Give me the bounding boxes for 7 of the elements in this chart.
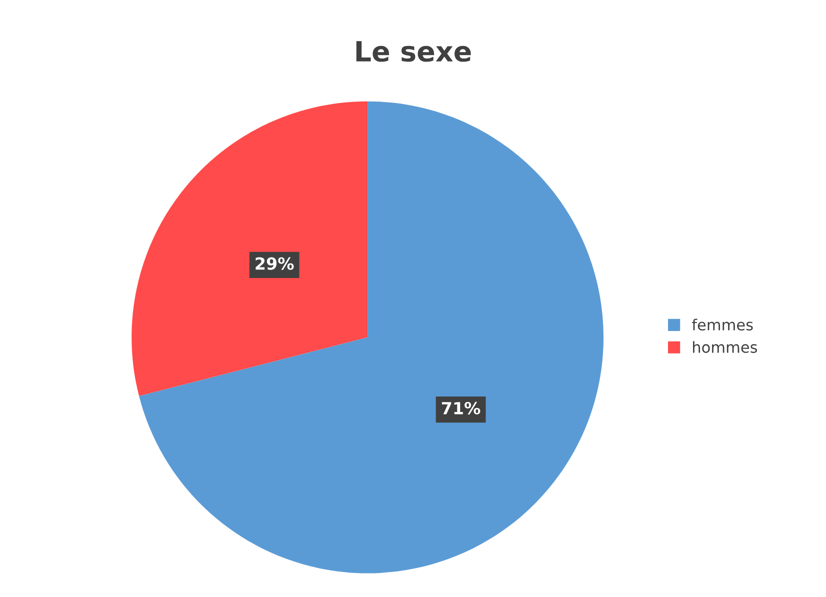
data-label: 71% — [442, 402, 480, 414]
chart-title: Le sexe — [356, 41, 471, 62]
legend-label: hommes — [693, 341, 758, 353]
data-label: 29% — [256, 257, 294, 270]
pie-slice — [139, 101, 604, 574]
legend-label: femmes — [692, 318, 753, 331]
pie-slice — [132, 101, 368, 396]
